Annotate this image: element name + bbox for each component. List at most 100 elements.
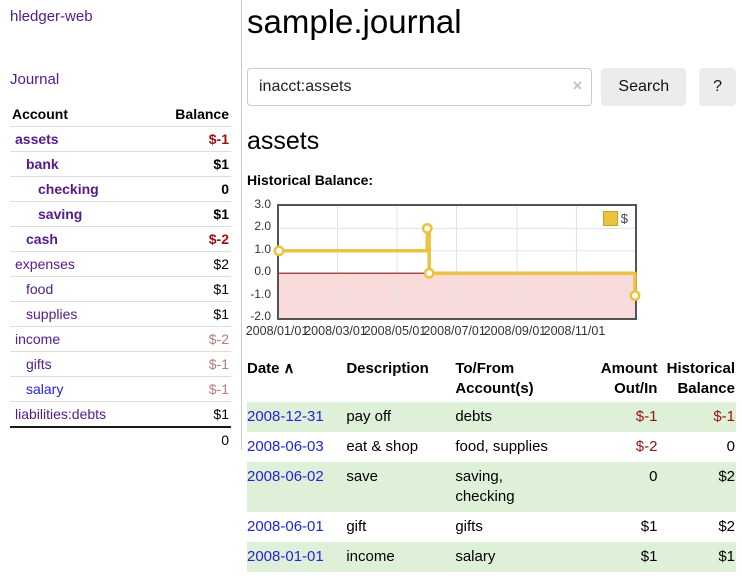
transaction-date-link[interactable]: 2008-06-01 [247,518,324,535]
account-row: supplies $1 [10,301,231,327]
transaction-accounts: debts [455,408,493,425]
transaction-balance: $2 [718,468,735,485]
account-name-cell: liabilities:debts [10,402,149,428]
account-balance: $1 [213,156,229,172]
account-row: food $1 [10,276,231,302]
nav-journal-link[interactable]: Journal [10,71,60,88]
account-link-checking[interactable]: checking [38,181,99,197]
account-balance: $1 [213,406,229,422]
account-link-liabilities-debts[interactable]: liabilities:debts [15,406,107,422]
account-balance: $1 [213,306,229,322]
clear-search-icon[interactable]: × [572,76,583,95]
register-header-description: Description [346,360,429,377]
x-axis-tick-label: 2008/07/01 [423,324,486,338]
legend-swatch-icon [602,211,618,226]
transaction-amount: $-2 [635,438,658,455]
account-row: assets $-1 [10,126,231,152]
register-header-balance: Historical Balance [666,360,735,397]
register-header-row: Date ∧ Description To/From Account(s) Amount… [247,356,736,402]
transaction-accounts: food, supplies [455,438,548,455]
transaction-balance: $1 [718,548,735,565]
account-row: liabilities:debts $1 [10,401,231,428]
account-name-cell: bank [10,152,149,177]
account-balance: $-1 [208,356,229,372]
account-link-expenses[interactable]: expenses [15,256,75,272]
account-name-cell: expenses [10,252,149,277]
transaction-description: pay off [346,408,392,425]
account-balance: $-2 [208,331,229,347]
account-name-cell: saving [10,202,149,227]
transaction-amount: $-1 [635,408,658,425]
account-balance: 0 [221,181,229,197]
account-name-cell: food [10,277,149,302]
search-input[interactable] [247,68,593,106]
account-link-assets[interactable]: assets [15,131,59,147]
register-header-date[interactable]: Date ∧ [247,360,295,377]
account-balance: $-1 [208,131,229,147]
search-button[interactable]: Search [601,68,687,106]
account-link-food[interactable]: food [26,281,54,297]
transaction-row: 2008-12-31 pay off debts $-1 $-1 [247,402,736,432]
account-balance: $2 [213,256,229,272]
chart-title: Historical Balance: [247,172,374,188]
transaction-date-link[interactable]: 2008-06-02 [247,468,324,485]
account-name-cell: assets [10,127,149,152]
account-row: salary $-1 [10,376,231,402]
transaction-date-link[interactable]: 2008-12-31 [247,408,324,425]
transaction-accounts: salary [455,548,496,565]
transaction-date-link[interactable]: 2008-06-03 [247,438,324,455]
data-point-marker [629,290,641,302]
account-link-bank[interactable]: bank [26,156,59,172]
transaction-date-cell: 2008-12-31 [247,402,346,432]
accounts-header-row: Account Balance [10,102,231,127]
transaction-date-cell: 2008-06-03 [247,432,346,462]
y-axis-tick-label: 0.0 [254,264,271,279]
transaction-description: eat & shop [346,438,419,455]
x-axis-tick-label: 2008/05/01 [363,324,427,338]
chart-plot-area: $ [273,204,641,320]
y-axis-tick-label: 3.0 [254,197,271,211]
transaction-amount: $1 [640,518,658,535]
data-point-marker [273,245,285,257]
search-help-button[interactable]: ? [699,68,736,106]
transaction-amount: $1 [640,548,658,565]
account-link-cash[interactable]: cash [26,231,58,247]
sort-ascending-icon[interactable]: ∧ [283,360,295,377]
account-name-cell: cash [10,227,149,252]
transaction-row: 2008-01-01 income salary $1 $1 [247,542,736,572]
transaction-date-cell: 2008-01-01 [247,542,346,572]
account-row: income $-2 [10,326,231,352]
account-row: gifts $-1 [10,351,231,377]
account-link-income[interactable]: income [15,331,61,347]
transaction-date-link[interactable]: 2008-01-01 [247,548,324,565]
account-row: cash $-2 [10,226,231,252]
account-link-saving[interactable]: saving [38,206,83,222]
account-row: expenses $2 [10,251,231,277]
register-header-accounts: To/From Account(s) [455,360,534,397]
account-name-cell: supplies [10,302,149,327]
search-box: × [247,68,593,106]
y-axis-tick-label: 1.0 [254,241,271,256]
transaction-description: income [346,548,395,565]
account-link-supplies[interactable]: supplies [26,306,78,322]
transaction-row: 2008-06-03 eat & shop food, supplies $-2 0 [247,432,736,462]
account-link-salary[interactable]: salary [26,381,64,397]
account-name-cell: salary [10,377,149,402]
transaction-balance: $2 [718,518,735,535]
accounts-table: Account Balance assets $-1 bank $1 checking 0… [10,102,231,452]
account-name-cell: gifts [10,352,149,377]
transaction-balance: 0 [726,438,735,455]
transaction-description: save [346,468,379,485]
account-balance: $-2 [208,231,229,247]
transaction-date-cell: 2008-06-02 [247,462,346,512]
register-table: Date ∧ Description To/From Account(s) Amount… [247,356,736,572]
account-heading: assets [247,127,320,155]
chart-legend: $ [600,210,630,227]
transaction-balance: $-1 [713,408,735,425]
x-axis-tick-label: 2008/11/01 [543,324,606,338]
brand-link[interactable]: hledger-web [10,8,93,25]
accounts-total-spacer [10,427,149,452]
account-link-gifts[interactable]: gifts [26,356,52,372]
data-point-marker [421,222,433,234]
transaction-date-cell: 2008-06-01 [247,512,346,542]
